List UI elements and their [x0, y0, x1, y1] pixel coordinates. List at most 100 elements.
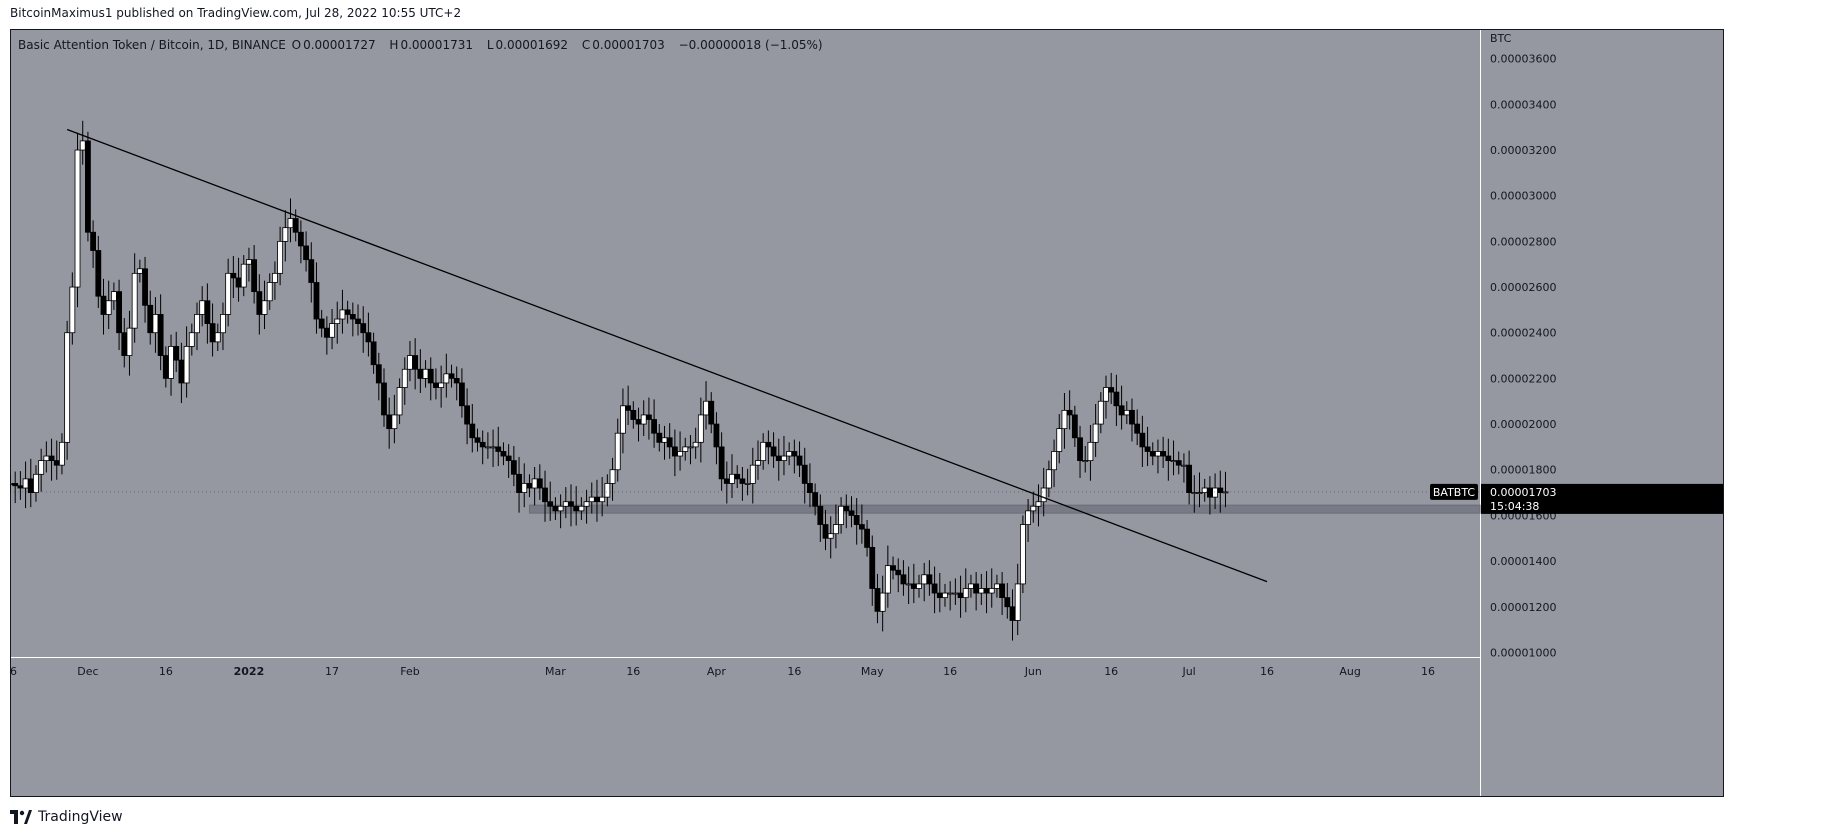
high-value: 0.00001731 — [400, 38, 473, 52]
price-axis-label: 0.00002200 — [1490, 372, 1556, 385]
time-axis-label: 2022 — [234, 665, 265, 678]
candle-body — [594, 496, 600, 503]
symbol-title: Basic Attention Token / Bitcoin, 1D, BIN… — [18, 38, 286, 52]
candle-body — [33, 473, 39, 493]
candle-body — [1181, 464, 1187, 467]
time-axis-label: 16 — [1421, 665, 1435, 678]
candle-body — [292, 218, 299, 233]
candle-body — [407, 355, 413, 370]
candle-body — [884, 565, 891, 594]
candle-body — [396, 387, 403, 416]
candle-body — [843, 505, 850, 512]
candle-body — [583, 501, 590, 507]
time-axis-label: Dec — [77, 665, 98, 678]
candle-body — [531, 478, 538, 489]
candle-body — [573, 505, 580, 512]
candle-body — [1129, 409, 1135, 425]
candle-body — [775, 455, 782, 462]
candle-body — [1077, 437, 1083, 462]
candle-body — [542, 487, 548, 503]
candle-body — [479, 441, 486, 448]
candle-body — [739, 478, 746, 484]
candle-body — [10, 483, 13, 485]
candle-body — [1061, 409, 1068, 430]
candle-body — [116, 291, 122, 334]
price-axis-label: 0.00002600 — [1490, 281, 1556, 294]
candle-body — [796, 455, 803, 466]
candle-body — [329, 323, 335, 338]
time-axis-label: 17 — [325, 665, 339, 678]
candle-body — [1004, 597, 1011, 608]
low-value: 0.00001692 — [495, 38, 569, 52]
candle-body — [588, 496, 595, 503]
descending-trendline — [66, 128, 1268, 583]
candle-body — [620, 405, 626, 434]
candle-body — [765, 441, 772, 448]
candle-body — [521, 483, 528, 493]
candle-body — [448, 373, 455, 379]
candle-body — [510, 460, 517, 475]
candle-body — [246, 259, 252, 265]
candle-body — [692, 441, 699, 448]
symbol-legend: Basic Attention Token / Bitcoin, 1D, BIN… — [18, 38, 825, 52]
candle-body — [85, 140, 91, 233]
price-axis-label: 0.00002000 — [1490, 418, 1556, 431]
candle-body — [1108, 387, 1115, 393]
candle-body — [495, 446, 502, 452]
candle-body — [552, 505, 559, 512]
candle-body — [69, 286, 76, 334]
candle-body — [412, 355, 419, 370]
candle-body — [568, 501, 574, 507]
candle-body — [988, 588, 995, 594]
candle-body — [625, 405, 632, 411]
candle-body — [978, 588, 985, 594]
tradingview-logo-icon — [10, 810, 32, 824]
candlestick-chart[interactable]: BTC 0.00003600 0.00003400 0.00003200 0.00003… — [10, 29, 1724, 797]
candle-body — [464, 405, 471, 425]
open-value: 0.00001727 — [303, 38, 376, 52]
candle-body — [1014, 583, 1021, 621]
candle-body — [916, 583, 922, 589]
price-axis-label: 0.00001200 — [1490, 601, 1556, 614]
candle-body — [235, 277, 242, 288]
price-axis-area — [1481, 29, 1724, 797]
candle-body — [438, 382, 445, 388]
candle-body — [505, 455, 512, 462]
candle-body — [272, 272, 278, 283]
candle-body — [225, 272, 232, 315]
candle-body — [973, 583, 980, 594]
time-axis-label: May — [861, 665, 884, 678]
candle-body — [297, 231, 304, 247]
candle-body — [100, 295, 107, 315]
candle-body — [936, 592, 943, 599]
candle-body — [126, 327, 133, 356]
candle-body — [474, 437, 481, 443]
candle-body — [858, 524, 865, 530]
candle-body — [427, 368, 434, 384]
candle-body — [786, 451, 793, 457]
time-axis-label: 16 — [787, 665, 801, 678]
candle-body — [957, 592, 964, 599]
candle-body — [817, 505, 824, 525]
candle-body — [947, 592, 954, 595]
candle-body — [812, 492, 819, 507]
candle-body — [666, 437, 673, 448]
candle-body — [147, 304, 154, 334]
ticker-tag-label: BATBTC — [1433, 486, 1476, 499]
candle-body — [770, 446, 777, 457]
time-axis-label: Feb — [400, 665, 419, 678]
candle-body — [640, 414, 647, 425]
plot-area — [10, 29, 1480, 657]
candle-body — [43, 455, 50, 462]
price-axis-label: 0.00001800 — [1490, 464, 1556, 477]
candle-body — [718, 446, 725, 480]
candle-body — [12, 483, 19, 487]
candle-body — [931, 583, 938, 594]
candle-body — [391, 414, 398, 430]
candle-body — [1025, 510, 1031, 525]
time-axis-label: Jul — [1181, 665, 1195, 678]
candle-body — [749, 464, 756, 484]
candle-body — [194, 314, 200, 334]
candle-body — [1035, 501, 1042, 507]
candle-body — [142, 268, 148, 306]
